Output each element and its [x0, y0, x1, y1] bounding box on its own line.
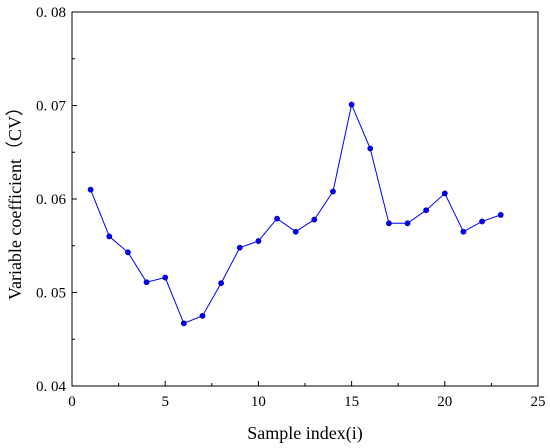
data-point: [479, 218, 485, 225]
data-point: [143, 279, 150, 286]
data-point: [87, 186, 94, 193]
data-point: [404, 220, 411, 227]
data-point: [199, 312, 206, 319]
data-point: [348, 101, 355, 108]
data-point: [125, 249, 131, 256]
x-tick-label: 25: [531, 394, 546, 410]
data-point: [255, 238, 262, 244]
y-tick-label: 0. 05: [36, 286, 66, 302]
data-point: [497, 211, 504, 218]
series-line: [90, 102, 501, 325]
data-point: [367, 145, 374, 152]
data-point: [162, 274, 169, 281]
series-layer: [87, 101, 504, 327]
y-tick-label: 0. 06: [36, 192, 67, 208]
data-point: [311, 216, 318, 223]
data-point: [460, 228, 467, 235]
data-point: [236, 244, 243, 251]
x-tick-label: 20: [437, 394, 452, 410]
data-point: [180, 320, 187, 327]
y-tick-label: 0. 04: [36, 379, 67, 395]
plot-frame: [71, 11, 539, 387]
x-tick-label: 15: [344, 394, 359, 410]
x-tick-label: 5: [161, 394, 169, 410]
y-tick-label: 0. 07: [36, 99, 67, 115]
x-axis-title: Sample index(i): [247, 423, 362, 444]
y-axis-title: Variable coefficient（CV）: [5, 98, 25, 300]
y-tick-label: 0. 08: [36, 5, 66, 21]
y-axis: 0. 04 0. 05 0. 06 0. 07 0. 08: [36, 5, 77, 395]
data-point: [423, 207, 430, 214]
data-point: [385, 220, 392, 227]
x-tick-label: 10: [251, 394, 266, 410]
plot-border: [71, 11, 539, 387]
data-point: [274, 215, 280, 222]
data-point: [441, 190, 448, 197]
data-point: [330, 188, 336, 195]
data-point: [292, 228, 299, 235]
data-point: [218, 280, 225, 287]
x-axis: 0 5 10 15 20 25: [68, 381, 546, 410]
data-point: [106, 233, 113, 240]
x-tick-label: 0: [68, 394, 76, 410]
